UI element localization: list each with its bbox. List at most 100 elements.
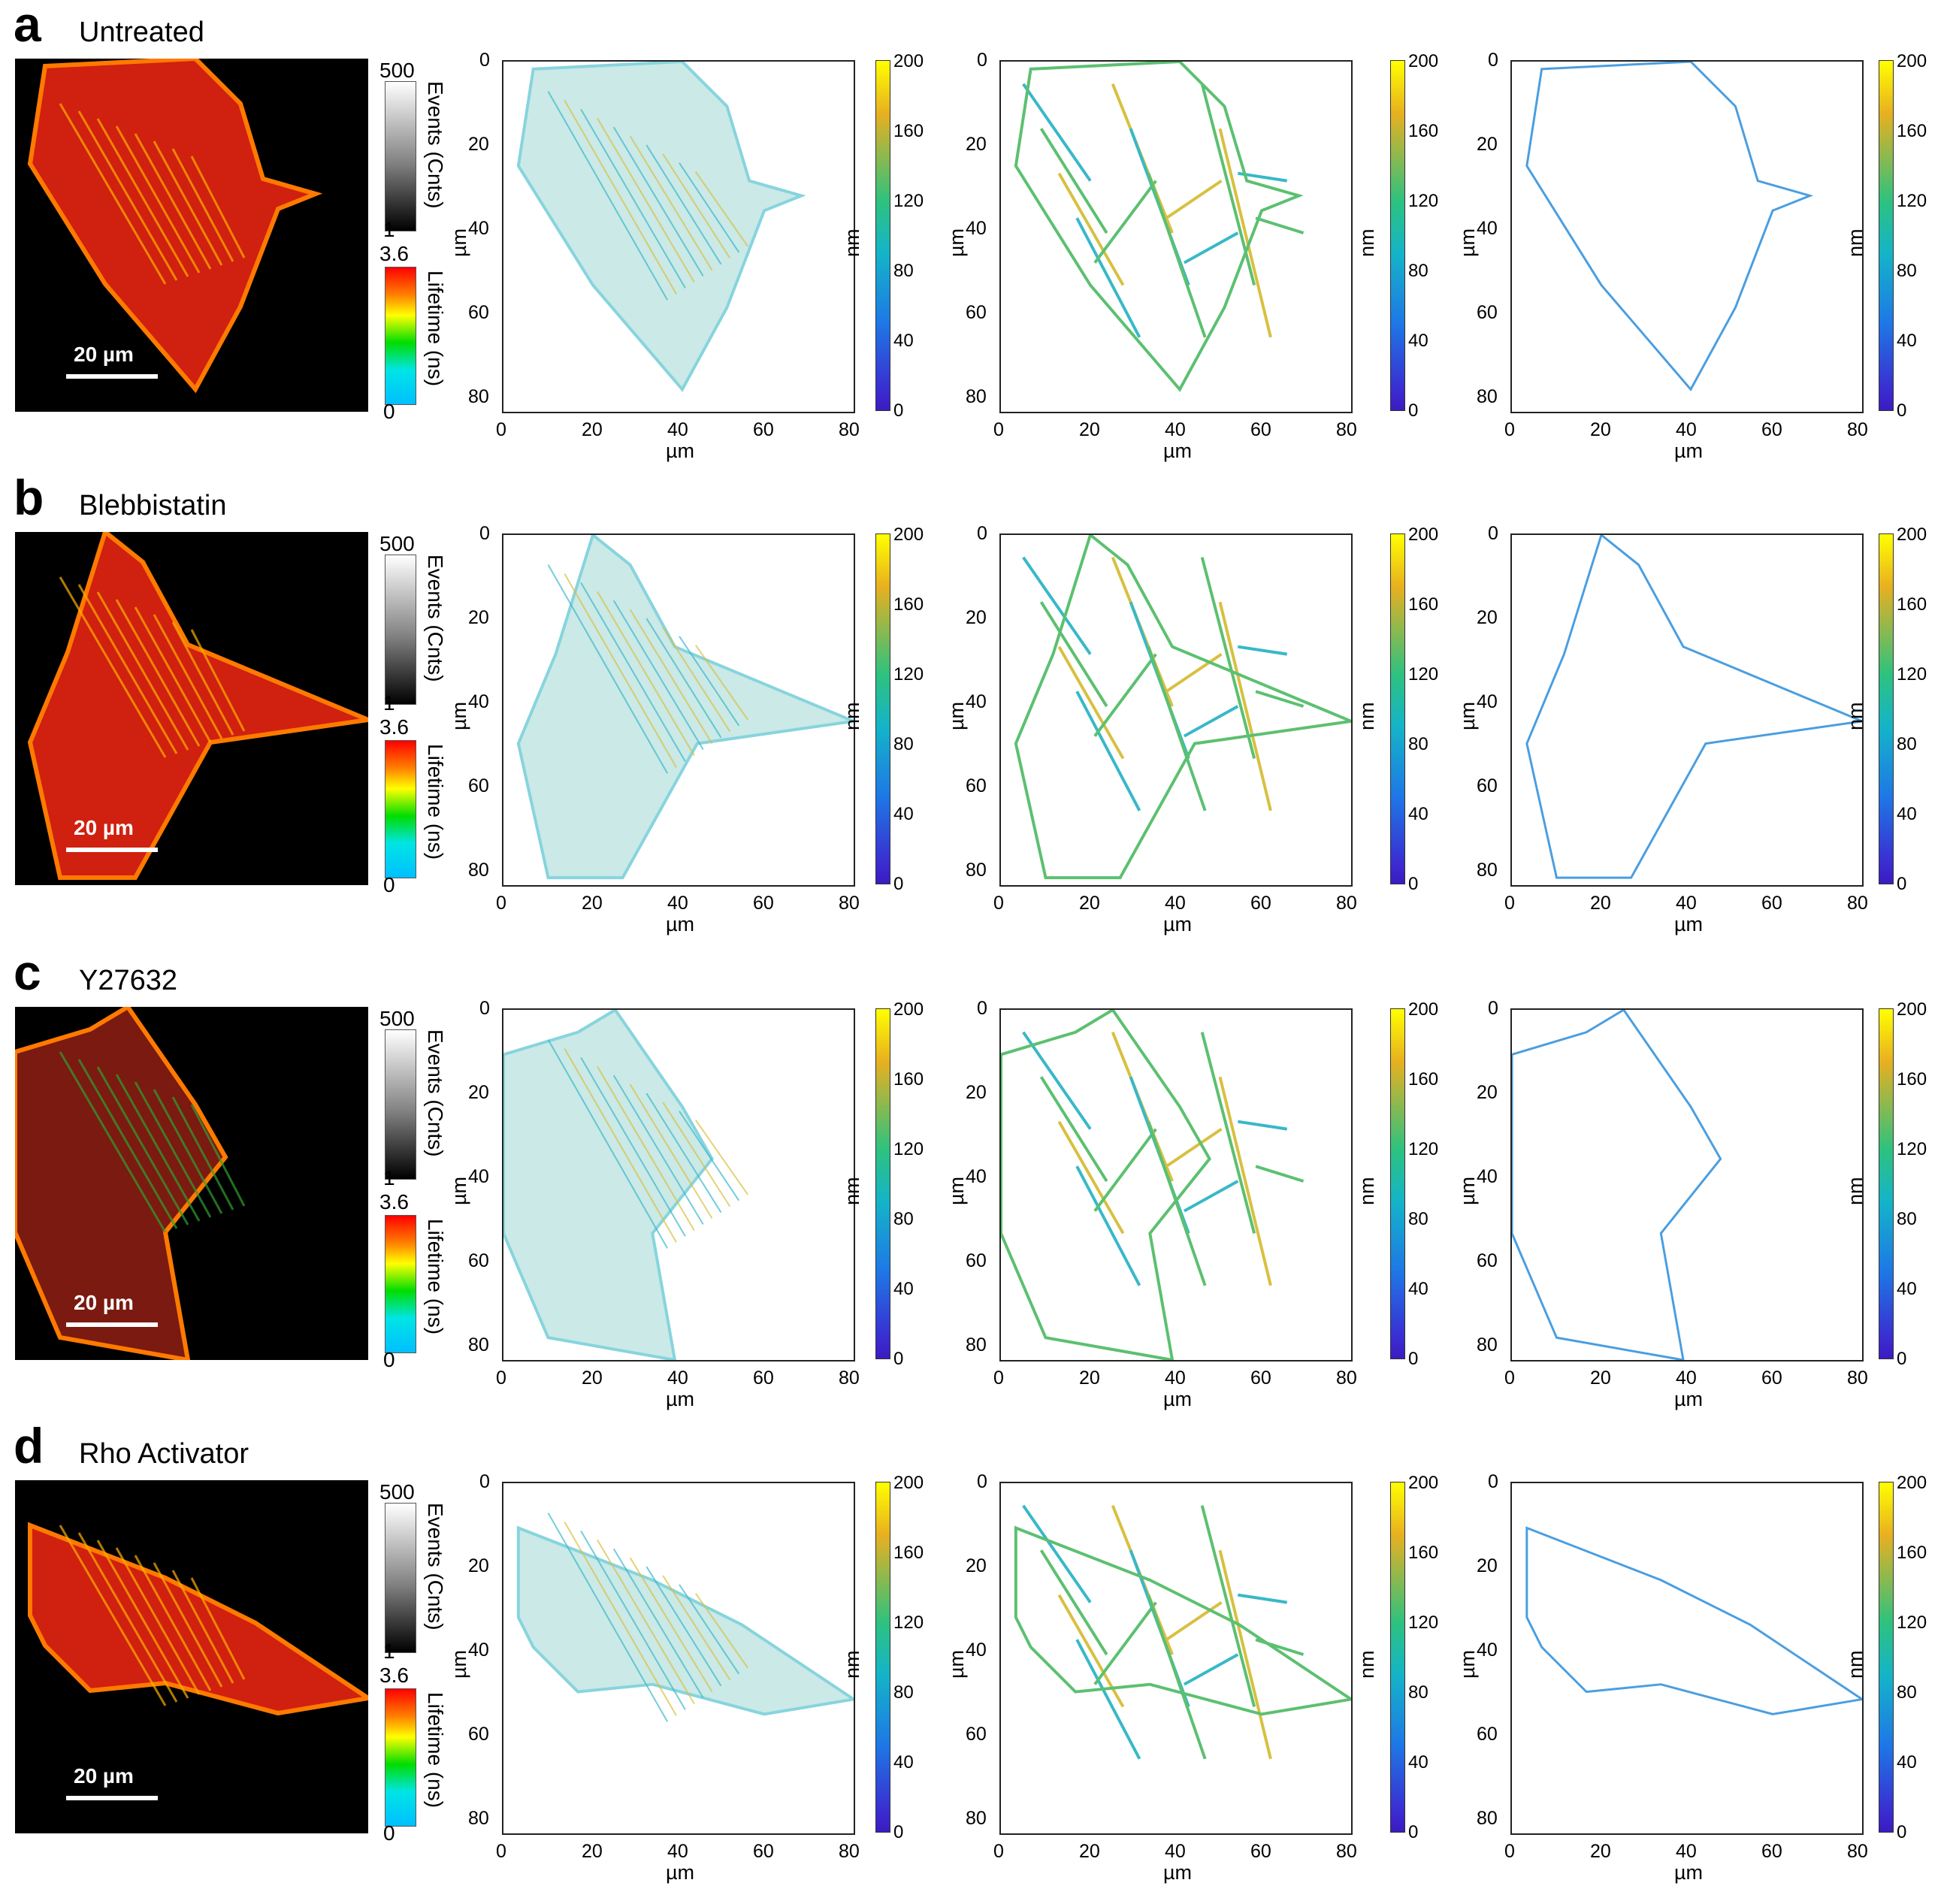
x-tick: 80 [839,1368,860,1389]
colorbar-tick: 120 [893,1139,924,1159]
stress-fiber [115,1547,201,1695]
segmented-fiber [1218,601,1272,811]
y-tick: 40 [1477,691,1498,712]
colorbar-tick: 120 [893,1612,924,1633]
cell-boundary [1512,1010,1722,1360]
y-tick: 80 [1477,860,1498,881]
x-tick: 80 [1847,893,1868,914]
flim-image: 20 µm [15,532,368,885]
fiber-trace [694,171,749,247]
colorbar-tick: 200 [1408,51,1439,71]
nm-map-panel-1 [502,1008,855,1362]
stress-fiber [190,1104,246,1207]
colorbar-tick: 0 [1408,874,1419,894]
fiber-trace [564,1522,677,1716]
fiber-trace [694,1593,749,1669]
segmented-fiber [1218,1549,1272,1760]
fiber-trace [679,636,740,727]
colorbar-tick: 40 [1897,331,1917,351]
flim-cell-shape [27,532,368,880]
stress-fiber [59,1051,167,1233]
colorbar-tick: 200 [1408,1473,1439,1493]
segmented-outline [1014,535,1351,880]
y-tick: 20 [468,607,489,628]
stress-fiber [171,148,234,262]
events-min: 1 [383,1166,395,1189]
x-tick: 40 [1165,1368,1186,1389]
segmented-fiber [1218,1076,1272,1286]
colorbar-tick: 200 [1408,999,1439,1020]
stress-fiber [96,118,189,277]
lifetime-min: 0 [383,400,395,423]
colorbar-tick: 160 [893,1069,924,1090]
y-tick: 60 [1477,302,1498,323]
x-tick: 60 [1761,419,1782,440]
x-tick: 40 [667,1841,688,1862]
condition-label: Blebbistatin [79,490,227,521]
x-tick: 60 [753,1368,774,1389]
segmented-fiber [1022,1504,1092,1603]
segmented-fiber [1022,556,1092,655]
colorbar-tick: 200 [1897,51,1927,71]
segmented-fiber [1039,1076,1108,1183]
colorbar-tick: 0 [893,400,904,421]
colorbar-tick: 0 [893,874,904,894]
segmented-fiber [1022,1031,1092,1130]
nm-map-panel-2 [999,1482,1353,1835]
colorbar-tick: 120 [1897,1139,1927,1159]
colorbar-tick: 120 [1897,191,1927,211]
scale-bar [66,374,158,379]
x-tick: 60 [753,419,774,440]
x-tick: 80 [1336,1368,1357,1389]
colorbar-tick: 80 [893,734,914,754]
segmented-fiber [1200,1505,1256,1707]
colorbar-tick: 0 [1897,400,1907,421]
x-tick: 0 [1504,1841,1515,1862]
fiber-trace [580,108,686,289]
colorbar-tick: 80 [893,1209,914,1229]
x-tick: 0 [993,1368,1004,1389]
colorbar-tick: 200 [893,51,924,71]
segmented-fiber [1237,1120,1288,1131]
lifetime-min: 0 [383,1348,395,1371]
colorbar-tick: 80 [1897,734,1917,754]
x-tick: 80 [839,1841,860,1862]
y-tick: 60 [468,1724,489,1745]
stress-fiber [115,599,201,747]
y-tick: 60 [966,1724,987,1745]
segmented-fiber [1093,1601,1157,1685]
colorbar-tick: 160 [1408,1069,1439,1090]
x-tick: 0 [1504,1368,1515,1389]
stress-fiber [115,125,201,274]
stress-fiber [153,1562,223,1688]
colorbar-tick: 40 [893,331,914,351]
stress-fiber [77,584,178,754]
flim-cell-shape [28,1522,368,1716]
panel-letter: a [14,0,41,52]
x-axis-label: µm [1163,1388,1193,1410]
x-tick: 60 [1250,419,1271,440]
segmented-fiber [1147,1121,1207,1286]
fiber-trace [597,117,695,283]
y-tick: 40 [966,1166,987,1187]
colorbar-tick: 80 [1408,734,1429,754]
x-tick: 40 [667,419,688,440]
x-tick: 40 [1165,1841,1186,1862]
x-tick: 60 [1761,1841,1782,1862]
nm-map-panel-3 [1510,1482,1864,1835]
y-tick: 20 [966,1555,987,1576]
nm-colorbar [1879,1482,1894,1833]
cell-density-map [516,535,854,880]
colorbar-tick: 120 [1408,664,1439,685]
segmented-fiber [1165,179,1223,219]
y-tick: 0 [479,998,490,1019]
x-tick: 20 [1590,1841,1611,1862]
nm-map-panel-1 [502,533,855,887]
fiber-trace [547,1513,668,1722]
x-tick: 60 [1250,893,1271,914]
x-tick: 20 [582,1368,603,1389]
segmented-fiber [1039,128,1108,234]
colorbar-tick: 160 [893,1543,924,1563]
fiber-trace [645,1566,722,1687]
colorbar-tick: 200 [893,1473,924,1493]
